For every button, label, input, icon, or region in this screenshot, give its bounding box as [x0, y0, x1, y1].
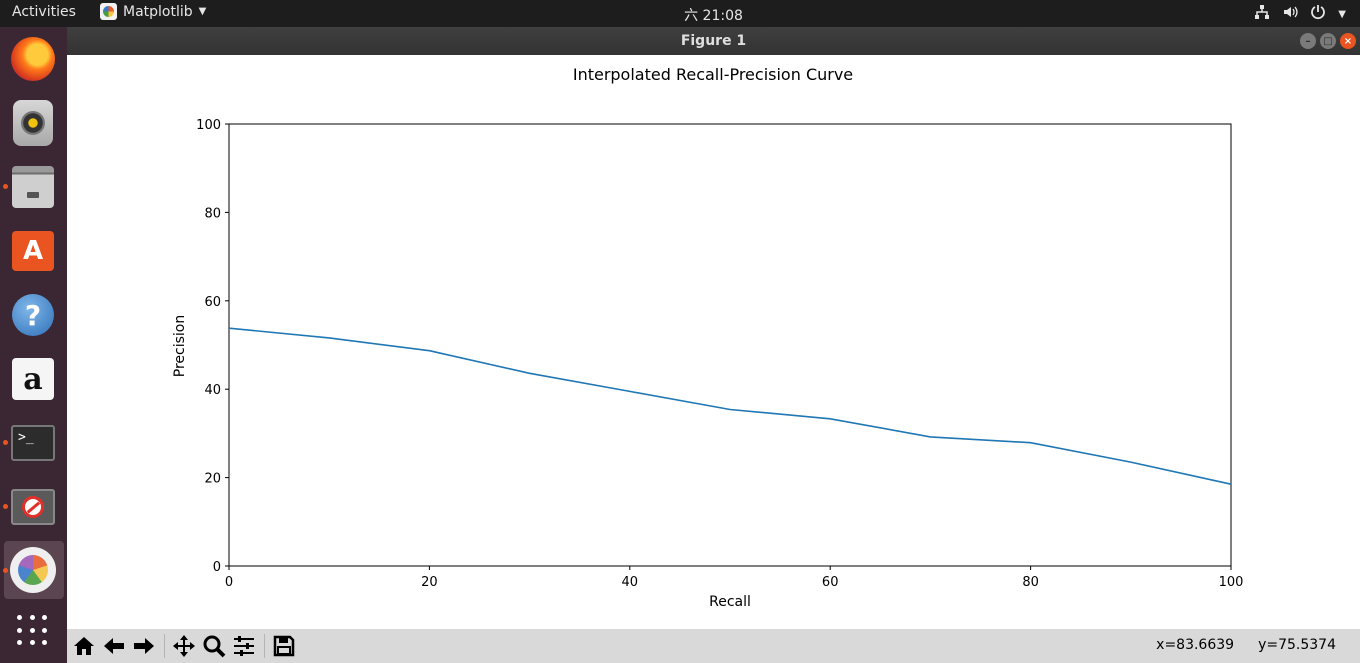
matplotlib-icon [100, 3, 117, 20]
menu-caret-icon[interactable]: ▼ [1338, 8, 1346, 20]
app-menu[interactable]: Matplotlib ▼ [100, 3, 206, 20]
cursor-coordinates: x=83.6639 y=75.5374 [1156, 637, 1336, 653]
save-button[interactable] [271, 633, 297, 659]
window-titlebar[interactable]: Figure 1 – □ × [67, 27, 1360, 55]
clock[interactable]: 六 21:08 [684, 8, 743, 24]
home-button[interactable] [71, 633, 97, 659]
x-tick-label: 0 [225, 575, 233, 590]
running-indicator [3, 440, 8, 445]
dock-rhythmbox[interactable] [9, 99, 57, 147]
files-icon [12, 166, 54, 208]
dock-terminal[interactable]: >_ [9, 419, 57, 467]
amazon-icon: a [12, 358, 54, 400]
zoom-button[interactable] [201, 633, 227, 659]
minimize-icon[interactable]: – [1300, 33, 1316, 49]
firefox-icon [11, 37, 55, 81]
maximize-icon[interactable]: □ [1320, 33, 1336, 49]
dock-show-apps[interactable] [9, 607, 57, 655]
forward-button[interactable] [131, 633, 157, 659]
dock-amazon[interactable]: a [9, 355, 57, 403]
dock-files[interactable] [9, 163, 57, 211]
chevron-down-icon: ▼ [198, 6, 207, 17]
running-indicator [3, 568, 8, 573]
home-icon [74, 637, 94, 655]
configure-subplots-icon [234, 636, 254, 656]
navigation-toolbar: x=83.6639 y=75.5374 [67, 629, 1360, 663]
dock-software-center[interactable]: A [9, 227, 57, 275]
back-button[interactable] [101, 633, 127, 659]
dock-matplotlib[interactable] [9, 546, 57, 594]
y-tick-label: 20 [204, 472, 221, 487]
network-icon[interactable] [1254, 4, 1270, 24]
running-indicator [3, 504, 8, 509]
dock-blocked-app[interactable] [9, 483, 57, 531]
close-icon[interactable]: × [1340, 33, 1356, 49]
chart-title: Interpolated Recall-Precision Curve [573, 65, 853, 84]
volume-icon[interactable] [1282, 4, 1298, 24]
y-tick-label: 80 [204, 206, 221, 221]
dock: A ? a >_ [0, 27, 67, 663]
series-line [228, 327, 1232, 485]
toolbar-separator [164, 634, 165, 658]
chart: Interpolated Recall-Precision Curve 0 20 4… [172, 65, 1244, 610]
help-icon: ? [12, 294, 54, 336]
zoom-icon [203, 635, 226, 658]
activities-button[interactable]: Activities [12, 4, 76, 20]
plot-area [228, 123, 1232, 567]
y-axis-label: Precision [172, 315, 188, 377]
y-tick-label: 40 [204, 383, 221, 398]
x-tick-label: 100 [1219, 575, 1244, 590]
rhythmbox-icon [13, 100, 53, 146]
y-tick-label: 60 [204, 295, 221, 310]
back-icon [104, 638, 124, 654]
y-tick-label: 0 [213, 560, 221, 575]
configure-subplots-button[interactable] [231, 633, 257, 659]
y-tick-label: 100 [196, 118, 221, 133]
app-menu-label: Matplotlib [123, 3, 193, 20]
x-tick-label: 40 [622, 575, 639, 590]
figure-canvas[interactable]: Interpolated Recall-Precision Curve 0 20 4… [67, 55, 1360, 629]
show-apps-icon [17, 615, 49, 647]
system-tray[interactable]: ▼ [1254, 4, 1346, 24]
top-bar: Activities Matplotlib ▼ 六 21:08 ▼ [0, 0, 1360, 27]
x-tick-label: 80 [1022, 575, 1039, 590]
blocked-app-icon [11, 489, 55, 525]
forward-icon [134, 638, 154, 654]
dock-firefox[interactable] [9, 35, 57, 83]
dock-help[interactable]: ? [9, 291, 57, 339]
save-icon [273, 635, 295, 657]
toolbar-separator [264, 634, 265, 658]
window-title: Figure 1 [680, 33, 747, 49]
x-axis-label: Recall [709, 594, 751, 610]
x-tick-label: 20 [421, 575, 438, 590]
y-coordinate: y=75.5374 [1258, 637, 1336, 653]
matplotlib-app-icon [10, 547, 56, 593]
x-tick-label: 60 [822, 575, 839, 590]
pan-button[interactable] [171, 633, 197, 659]
running-indicator [3, 184, 8, 189]
pan-icon [173, 635, 195, 657]
software-center-icon: A [12, 231, 54, 271]
terminal-icon: >_ [11, 425, 55, 461]
power-icon[interactable] [1310, 4, 1326, 24]
x-coordinate: x=83.6639 [1156, 637, 1235, 653]
